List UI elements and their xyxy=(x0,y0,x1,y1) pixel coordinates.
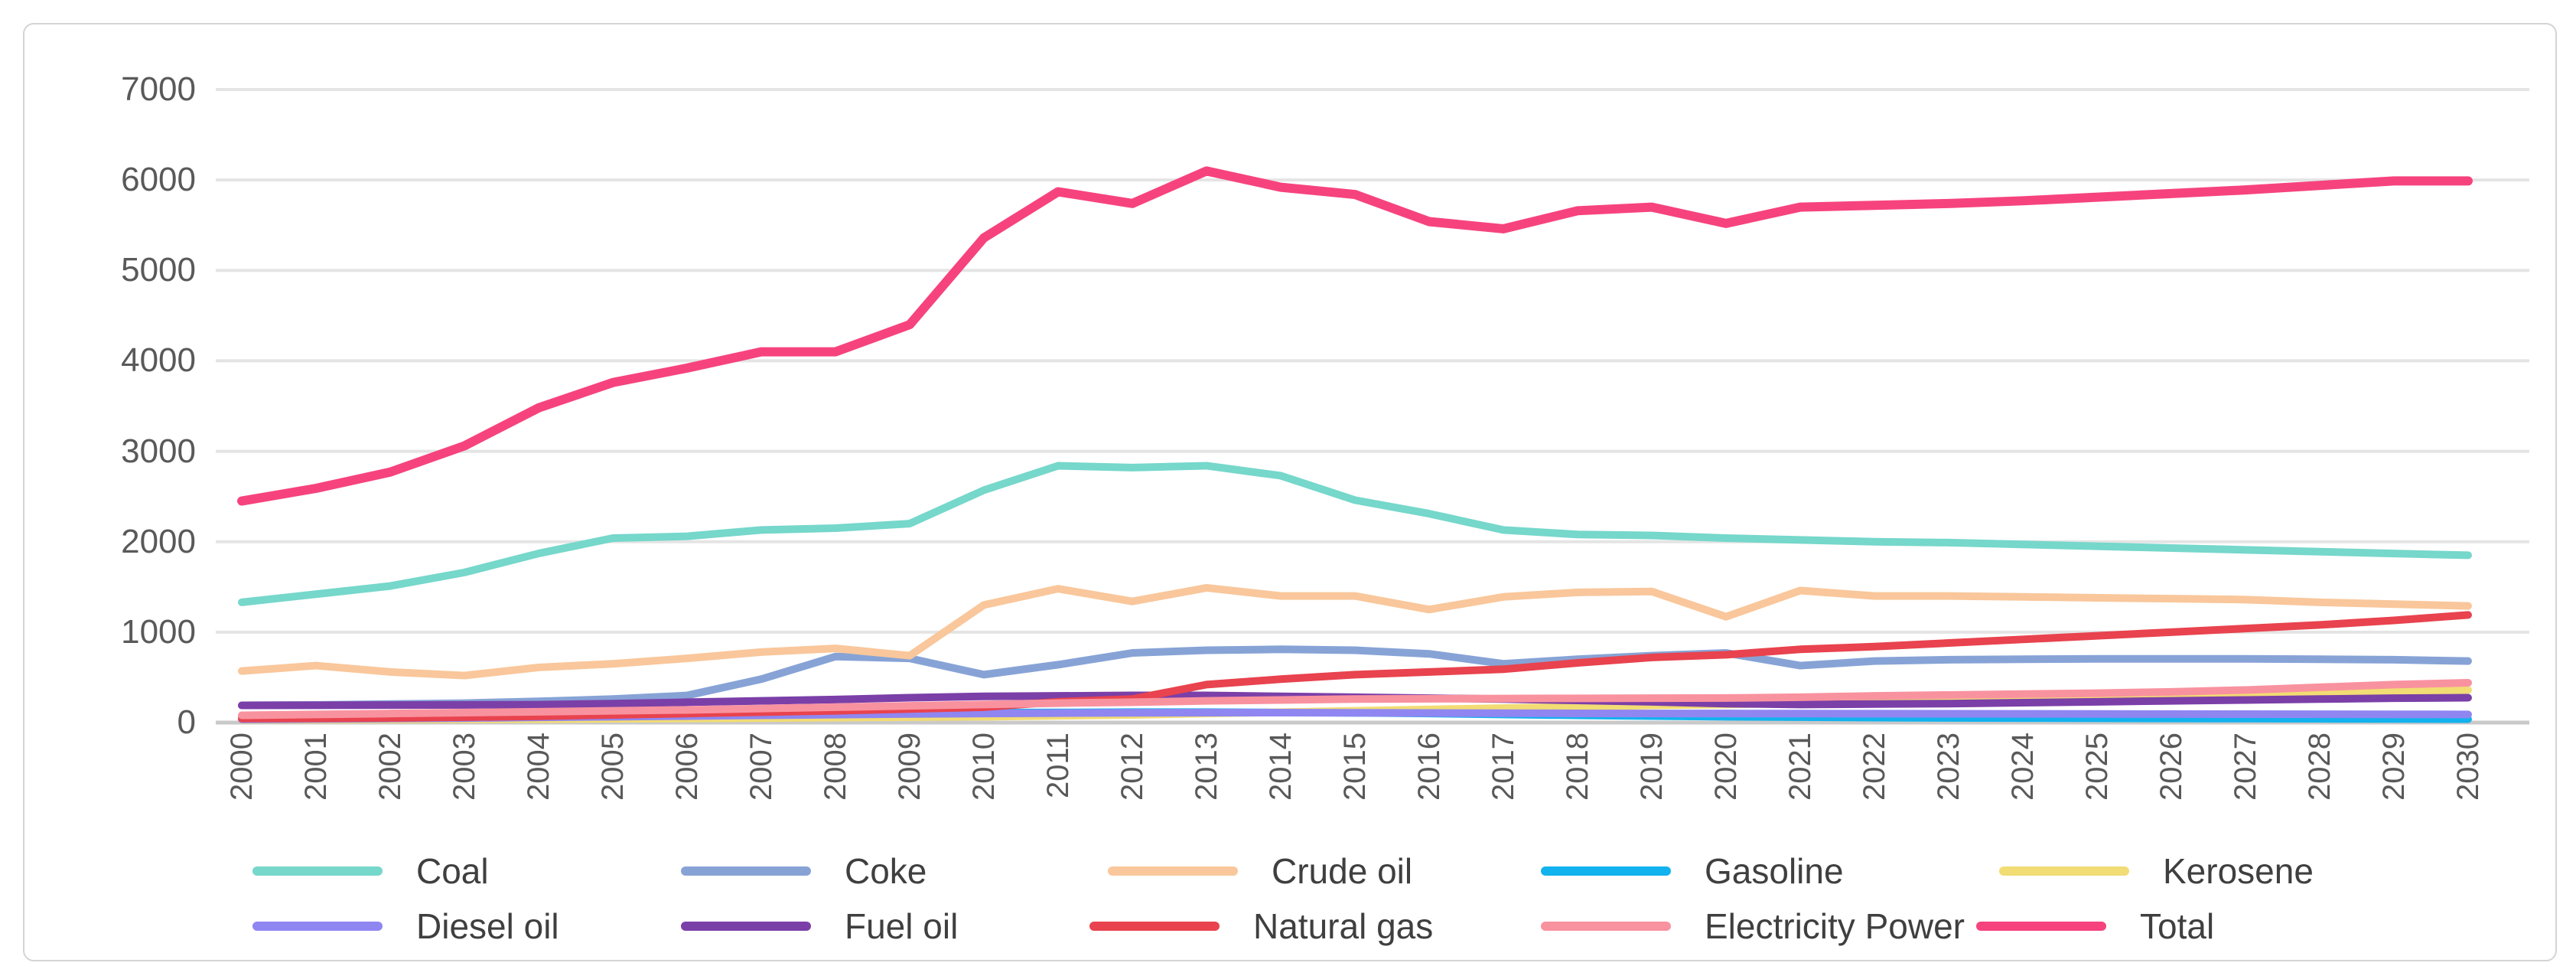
x-tick-label: 2001 xyxy=(298,733,333,801)
x-tick-label: 2020 xyxy=(1708,733,1743,801)
legend-item-gasoline: Gasoline xyxy=(1541,851,1844,891)
y-tick-label: 2000 xyxy=(121,522,196,560)
series-line-crude-oil xyxy=(238,583,2472,680)
x-tick-label: 2030 xyxy=(2451,733,2485,801)
legend-label: Coal xyxy=(416,851,489,891)
legend-label: Electricity Power xyxy=(1705,906,1965,946)
legend-label: Diesel oil xyxy=(416,906,559,946)
legend-swatch-icon xyxy=(1541,866,1671,876)
legend-swatch-icon xyxy=(1976,922,2106,931)
x-tick-label: 2003 xyxy=(447,733,481,801)
x-tick-label: 2016 xyxy=(1412,733,1446,801)
x-tick-label: 2012 xyxy=(1115,733,1149,801)
x-tick-label: 2002 xyxy=(373,733,407,801)
series-line-coal xyxy=(238,462,2472,606)
x-tick-label: 2009 xyxy=(892,733,927,801)
legend-item-total: Total xyxy=(1976,906,2214,946)
x-tick-label: 2011 xyxy=(1040,733,1075,799)
x-tick-label: 2027 xyxy=(2228,733,2262,801)
y-tick-label: 3000 xyxy=(121,432,196,470)
x-tick-label: 2000 xyxy=(224,733,259,801)
x-tick-label: 2007 xyxy=(744,733,778,801)
legend-swatch-icon xyxy=(252,922,383,931)
x-tick-label: 2029 xyxy=(2376,733,2411,801)
legend-swatch-icon xyxy=(252,866,383,876)
x-tick-label: 2021 xyxy=(1783,733,1817,801)
x-tick-label: 2024 xyxy=(2005,733,2040,801)
y-tick-label: 0 xyxy=(177,703,196,741)
series-line-total xyxy=(237,166,2473,506)
x-tick-label: 2008 xyxy=(818,733,852,801)
legend-item-natural-gas: Natural gas xyxy=(1089,906,1433,946)
legend-label: Kerosene xyxy=(2163,851,2314,891)
legend-label: Crude oil xyxy=(1272,851,1413,891)
series-line-natural-gas xyxy=(238,611,2472,723)
x-tick-label: 2018 xyxy=(1560,733,1594,801)
legend-item-electricity-power: Electricity Power xyxy=(1541,906,1965,946)
legend-swatch-icon xyxy=(1999,866,2129,876)
legend-item-diesel-oil: Diesel oil xyxy=(252,906,559,946)
x-tick-label: 2028 xyxy=(2302,733,2337,801)
x-tick-label: 2026 xyxy=(2154,733,2188,801)
x-tick-label: 2022 xyxy=(1857,733,1891,801)
legend-swatch-icon xyxy=(681,866,811,876)
y-tick-label: 1000 xyxy=(121,612,196,651)
y-tick-label: 4000 xyxy=(121,341,196,380)
y-tick-label: 6000 xyxy=(121,161,196,199)
x-tick-label: 2005 xyxy=(595,733,630,801)
x-tick-label: 2015 xyxy=(1337,733,1372,801)
legend-label: Natural gas xyxy=(1253,906,1434,946)
x-tick-label: 2006 xyxy=(669,733,704,801)
x-tick-label: 2004 xyxy=(521,733,555,801)
legend-label: Total xyxy=(2140,906,2215,946)
legend-swatch-icon xyxy=(1108,866,1238,876)
x-tick-label: 2019 xyxy=(1634,733,1669,801)
legend-swatch-icon xyxy=(1541,922,1671,931)
x-tick-label: 2013 xyxy=(1189,733,1223,801)
legend-swatch-icon xyxy=(1089,922,1220,931)
legend-item-coal: Coal xyxy=(252,851,489,891)
x-tick-label: 2010 xyxy=(966,733,1001,801)
x-tick-label: 2025 xyxy=(2079,733,2114,801)
x-tick-label: 2014 xyxy=(1263,733,1298,801)
x-tick-label: 2023 xyxy=(1931,733,1965,801)
legend-item-coke: Coke xyxy=(681,851,927,891)
series-line-electricity-power xyxy=(238,679,2472,720)
legend-swatch-icon xyxy=(681,922,811,931)
y-tick-label: 5000 xyxy=(121,251,196,289)
legend-item-crude-oil: Crude oil xyxy=(1108,851,1412,891)
legend-label: Gasoline xyxy=(1705,851,1844,891)
legend-label: Coke xyxy=(845,851,927,891)
x-tick-label: 2017 xyxy=(1486,733,1520,801)
legend-item-kerosene: Kerosene xyxy=(1999,851,2314,891)
y-tick-label: 7000 xyxy=(121,70,196,108)
series-line-coke xyxy=(238,645,2472,710)
legend-label: Fuel oil xyxy=(845,906,959,946)
legend-item-fuel-oil: Fuel oil xyxy=(681,906,958,946)
